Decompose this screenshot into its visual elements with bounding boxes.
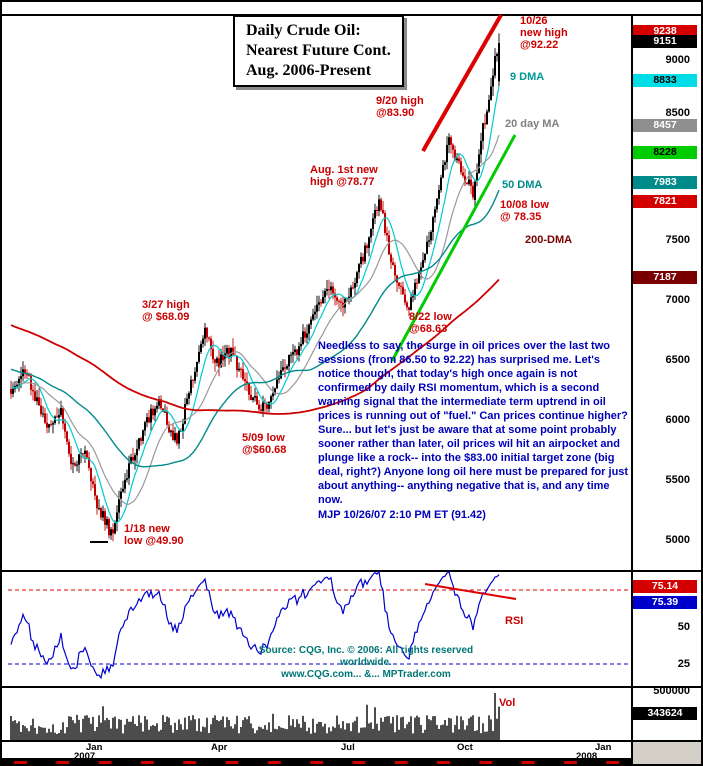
- annotation-327-high: 3/27 high @ $68.09: [142, 299, 190, 323]
- annotation-118-low: 1/18 new low @49.90: [124, 523, 184, 547]
- chart-title-line1: Daily Crude Oil:: [246, 22, 361, 39]
- time-axis-month: Jul: [341, 742, 355, 753]
- trend-lines: [90, 14, 517, 543]
- annotation-920-high: 9/20 high @83.90: [376, 95, 424, 119]
- time-axis-month: Oct: [457, 742, 473, 753]
- axis-value-box: 9151: [633, 35, 697, 49]
- annotation-aug1-high: Aug. 1st new high @78.77: [310, 164, 378, 188]
- axis-tick-label: 9000: [665, 54, 690, 66]
- time-axis-year: 2007: [74, 751, 96, 762]
- source-attribution: Source: CQG, Inc. © 2006: All rights res…: [238, 645, 494, 681]
- axis-tick-label: 6500: [665, 354, 690, 366]
- axis-value-box: 8457: [633, 118, 697, 132]
- volume-bars: [10, 693, 500, 741]
- commentary-signature: MJP 10/26/07 2:10 PM ET (91.42): [318, 509, 486, 521]
- chart-title-line3: Aug. 2006-Present: [246, 62, 372, 79]
- rsi-label: RSI: [505, 615, 524, 627]
- annotation-822-low: 8/22 low @68.63: [409, 311, 452, 335]
- vol-label: Vol: [499, 697, 516, 709]
- pane-divider-rsi-vol: [2, 686, 701, 688]
- axis-value-box: 7821: [633, 194, 697, 208]
- axis-tick-label: 50: [677, 621, 690, 633]
- time-axis-year: 2008: [576, 751, 598, 762]
- axis-tick-label: 500000: [653, 685, 690, 697]
- analyst-commentary: Needless to say, the surge in oil prices…: [318, 339, 632, 522]
- time-axis-month: Jan: [86, 742, 103, 753]
- annotation-1026-high: 10/26 new high @92.22: [520, 15, 568, 51]
- axis-tick-label: 7000: [665, 294, 690, 306]
- axis-value-box: 7187: [633, 271, 697, 285]
- annotation-509-low: 5/09 low @$60.68: [242, 432, 287, 456]
- annotation-1008-low: 10/08 low @ 78.35: [500, 199, 549, 223]
- axis-value-box: 75.39: [633, 595, 697, 609]
- rsi-pane: [8, 569, 630, 680]
- chart-title-box: Daily Crude Oil: Nearest Future Cont. Au…: [233, 15, 404, 87]
- axis-value-box: 9238: [633, 24, 697, 38]
- axis-value-box: 8833: [633, 73, 697, 87]
- time-axis-month: Jan: [595, 742, 612, 753]
- annotation-9dma: 9 DMA: [510, 71, 545, 83]
- axis-tick-label: 5000: [665, 534, 690, 546]
- axis-corner: [633, 742, 701, 764]
- time-axis-month: Apr: [211, 742, 228, 753]
- annotation-20dma: 20 day MA: [505, 118, 560, 130]
- axis-value-box: 75.14: [633, 580, 697, 594]
- timeline-ticks: [14, 761, 620, 764]
- moving-average-lines: [10, 85, 500, 524]
- axis-value-box: 343624: [633, 707, 697, 721]
- chart-title-line2: Nearest Future Cont.: [246, 42, 391, 59]
- commentary-body: Needless to say, the surge in oil prices…: [318, 340, 629, 506]
- axis-tick-label: 8500: [665, 107, 690, 119]
- pane-divider-main-rsi: [2, 570, 701, 572]
- axis-value-box: 8228: [633, 146, 697, 160]
- axis-value-box: 7983: [633, 175, 697, 189]
- axis-divider: [631, 14, 633, 764]
- annotation-200dma: 200-DMA: [525, 234, 573, 246]
- candlestick-series: [10, 33, 500, 542]
- source-line1: Source: CQG, Inc. © 2006: All rights res…: [258, 645, 474, 668]
- axis-tick-label: 25: [677, 658, 690, 670]
- axis-tick-label: 6000: [665, 414, 690, 426]
- source-line2: www.CQG.com... &... MPTrader.com: [281, 669, 451, 680]
- annotation-50dma: 50 DMA: [502, 179, 543, 191]
- axis-tick-label: 5500: [665, 474, 690, 486]
- axis-tick-label: 7500: [665, 234, 690, 246]
